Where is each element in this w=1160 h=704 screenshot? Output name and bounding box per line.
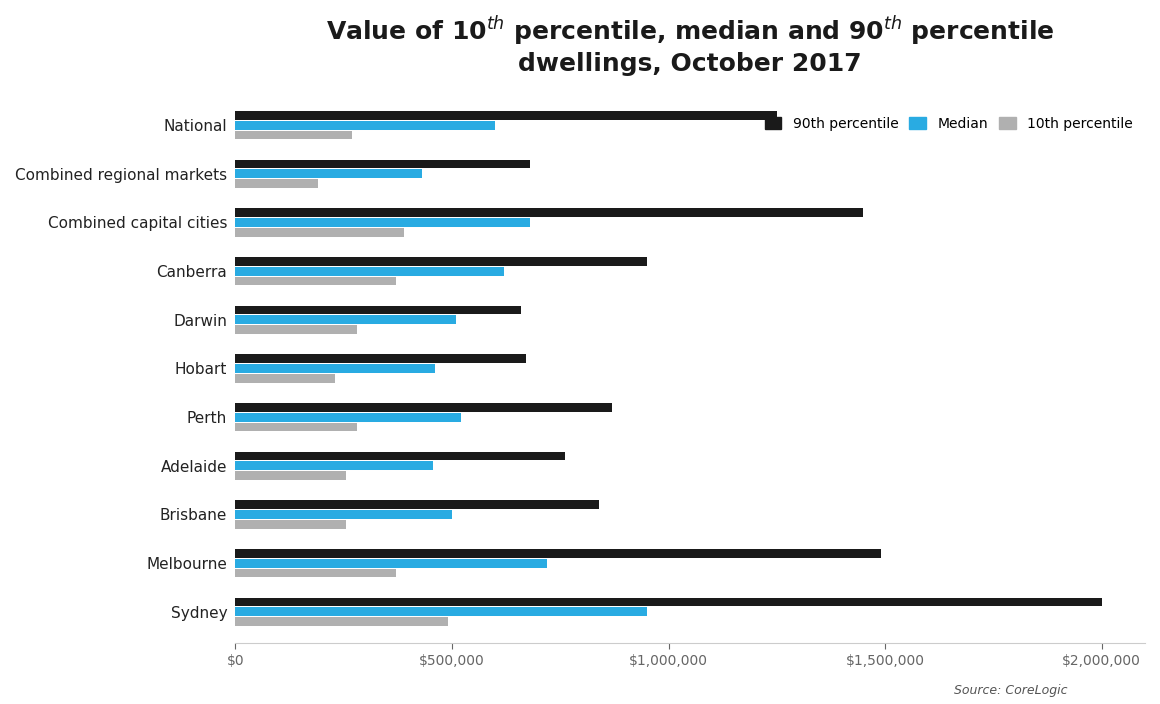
Bar bbox=[235, 559, 548, 567]
Bar bbox=[235, 170, 422, 178]
Bar bbox=[235, 364, 435, 373]
Bar bbox=[235, 228, 405, 237]
Bar bbox=[235, 180, 318, 188]
Bar bbox=[235, 608, 647, 616]
Legend: 90th percentile, Median, 10th percentile: 90th percentile, Median, 10th percentile bbox=[760, 111, 1138, 137]
Bar bbox=[235, 413, 461, 422]
Bar bbox=[235, 257, 647, 266]
Bar bbox=[235, 452, 565, 460]
Bar bbox=[235, 208, 863, 217]
Bar bbox=[235, 267, 503, 275]
Title: Value of 10$^{th}$ percentile, median and 90$^{th}$ percentile
dwellings, Octobe: Value of 10$^{th}$ percentile, median an… bbox=[326, 15, 1054, 76]
Bar bbox=[235, 315, 456, 325]
Bar bbox=[235, 374, 335, 382]
Bar bbox=[235, 569, 396, 577]
Bar bbox=[235, 510, 452, 519]
Bar bbox=[235, 520, 346, 529]
Bar bbox=[235, 218, 530, 227]
Bar bbox=[235, 501, 600, 509]
Bar bbox=[235, 354, 525, 363]
Bar bbox=[235, 130, 353, 139]
Bar bbox=[235, 121, 495, 130]
Bar bbox=[235, 471, 346, 480]
Bar bbox=[235, 461, 433, 470]
Bar bbox=[235, 549, 880, 558]
Bar bbox=[235, 422, 357, 432]
Bar bbox=[235, 277, 396, 285]
Bar bbox=[235, 325, 357, 334]
Bar bbox=[235, 160, 530, 168]
Bar bbox=[235, 403, 612, 412]
Text: Source: CoreLogic: Source: CoreLogic bbox=[954, 684, 1067, 697]
Bar bbox=[235, 111, 777, 120]
Bar bbox=[235, 306, 521, 315]
Bar bbox=[235, 617, 448, 626]
Bar bbox=[235, 598, 1102, 606]
